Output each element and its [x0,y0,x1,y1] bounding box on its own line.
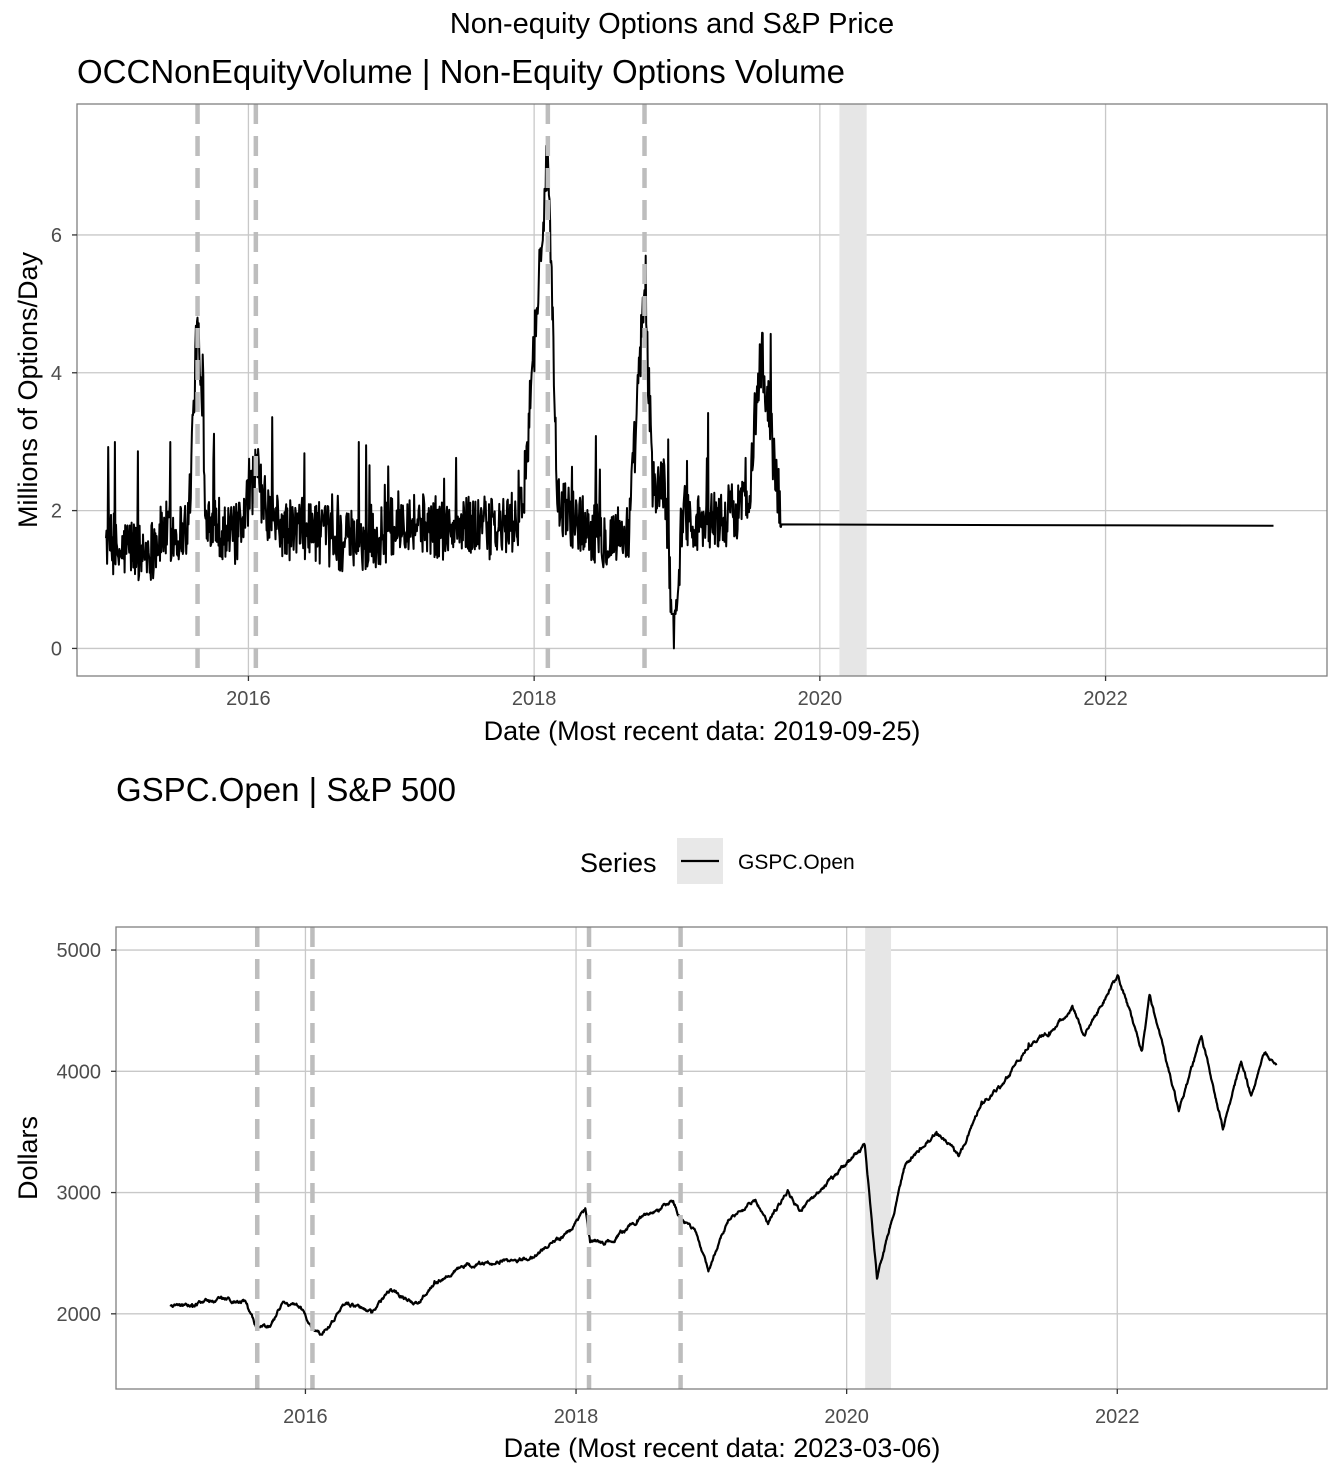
recession-shade [865,927,892,1389]
x-tick-label: 2018 [512,688,557,710]
x-tick-label: 2018 [554,1406,599,1428]
panel2-legend: Series GSPC.Open [580,838,855,884]
x-tick-label: 2020 [798,688,843,710]
y-tick-label: 4 [51,363,62,385]
panel1-plot-area: 2016 2018 2020 2022 0 2 4 6 [51,103,1328,710]
panel1-x-axis-label: Date (Most recent data: 2019-09-25) [484,716,921,746]
panel2-y-axis-label: Dollars [13,1116,43,1200]
x-tick-label: 2016 [226,688,271,710]
panel-border [115,926,1328,1390]
y-tick-label: 5000 [57,940,102,962]
panel2-x-axis-label: Date (Most recent data: 2023-03-06) [504,1433,941,1463]
x-tick-label: 2016 [283,1406,328,1428]
y-tick-label: 3000 [57,1183,102,1205]
legend-entry-label: GSPC.Open [738,851,855,874]
legend-title: Series [580,848,657,878]
x-tick-label: 2020 [824,1406,869,1428]
x-tick-label: 2022 [1083,688,1128,710]
y-tick-label: 4000 [57,1061,102,1083]
panel1-y-axis-label: Millions of Options/Day [13,251,43,528]
main-title: Non-equity Options and S&P Price [450,8,894,40]
y-tick-label: 2000 [57,1304,102,1326]
y-tick-label: 0 [51,638,62,660]
series-line-occ-volume [105,144,1274,650]
x-tick-label: 2022 [1095,1406,1140,1428]
panel-border [76,103,1328,677]
series-line-gspc-open [169,974,1278,1336]
y-tick-label: 2 [51,501,62,523]
panel2-plot-area: 2016 2018 2020 2022 2000 3000 4000 5000 [57,926,1328,1428]
panel1-title: OCCNonEquityVolume | Non-Equity Options … [77,53,845,90]
recession-shade [839,104,867,676]
y-tick-label: 6 [51,225,62,247]
panel2-title: GSPC.Open | S&P 500 [116,771,456,808]
